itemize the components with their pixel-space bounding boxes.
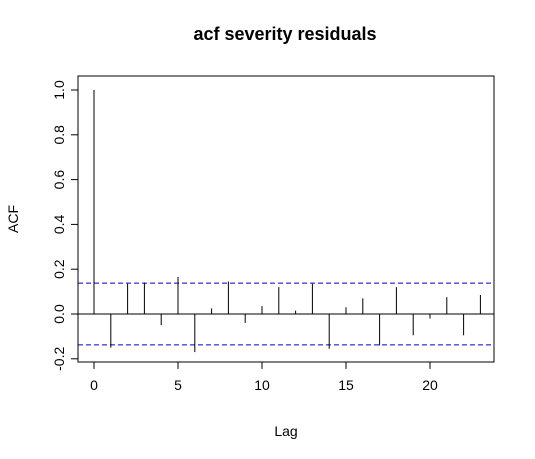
y-tick-label-4: 0.6	[51, 170, 67, 190]
chart-title: acf severity residuals	[193, 24, 376, 44]
y-tick-label-6: 1.0	[51, 80, 67, 100]
y-tick-label-1: 0.0	[51, 304, 67, 324]
y-tick-label-2: 0.2	[51, 259, 67, 279]
y-tick-label-5: 0.8	[51, 125, 67, 145]
plot-frame	[77, 75, 495, 363]
y-tick-label-0: -0.2	[51, 347, 67, 371]
confidence-bounds	[78, 282, 494, 346]
acf-bars	[93, 90, 481, 353]
y-tick-label-3: 0.4	[51, 214, 67, 234]
x-tick-label-5: 5	[174, 377, 182, 393]
y-axis-label: ACF	[5, 205, 21, 233]
y-axis: -0.2 0.0 0.2 0.4 0.6 0.8 1.0	[51, 80, 79, 371]
x-axis: 0 5 10 15 20	[90, 361, 438, 393]
x-tick-label-10: 10	[254, 377, 270, 393]
x-tick-label-20: 20	[422, 377, 438, 393]
x-axis-label: Lag	[274, 423, 297, 439]
x-tick-label-0: 0	[90, 377, 98, 393]
x-tick-label-15: 15	[338, 377, 354, 393]
